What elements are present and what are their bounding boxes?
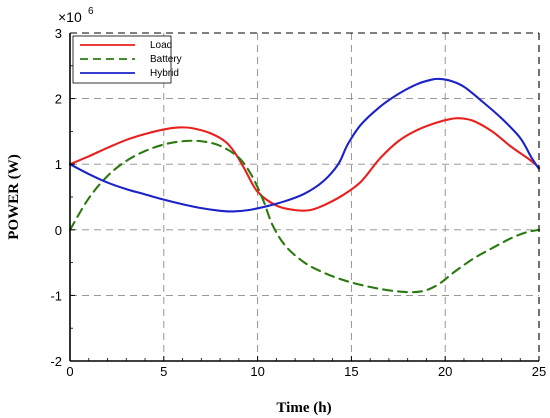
y-tick-label: 1 bbox=[55, 157, 62, 172]
legend-label-hybrid: Hybrid bbox=[150, 68, 179, 79]
y-tick-label: 2 bbox=[55, 92, 62, 107]
series-layer bbox=[68, 77, 541, 294]
series-line-load bbox=[68, 117, 541, 212]
series-line-hybrid bbox=[68, 77, 541, 213]
legend: Load Battery Hybrid bbox=[72, 35, 182, 84]
y-tick-label: 3 bbox=[55, 26, 62, 41]
series-line-battery bbox=[68, 139, 541, 294]
x-axis-title: Time (h) bbox=[276, 400, 331, 416]
x-tick-label: 0 bbox=[66, 364, 73, 379]
y-axis-title: POWER (W) bbox=[6, 154, 22, 239]
ticks-layer: 0 5 10 15 20 25 -2 -1 0 1 2 3 bbox=[50, 26, 546, 379]
y-axis-exponent: 6 bbox=[88, 6, 94, 17]
grid-layer bbox=[70, 33, 539, 361]
x-tick-label: 10 bbox=[250, 364, 264, 379]
legend-label-load: Load bbox=[150, 40, 172, 51]
y-tick-label: -2 bbox=[50, 354, 62, 369]
x-tick-label: 20 bbox=[438, 364, 452, 379]
y-axis-multiplier: ×10 bbox=[58, 9, 82, 25]
x-tick-label: 25 bbox=[532, 364, 546, 379]
y-tick-label: -1 bbox=[50, 288, 62, 303]
x-tick-label: 15 bbox=[344, 364, 358, 379]
y-tick-label: 0 bbox=[55, 223, 62, 238]
x-tick-label: 5 bbox=[160, 364, 167, 379]
legend-label-battery: Battery bbox=[150, 54, 182, 65]
